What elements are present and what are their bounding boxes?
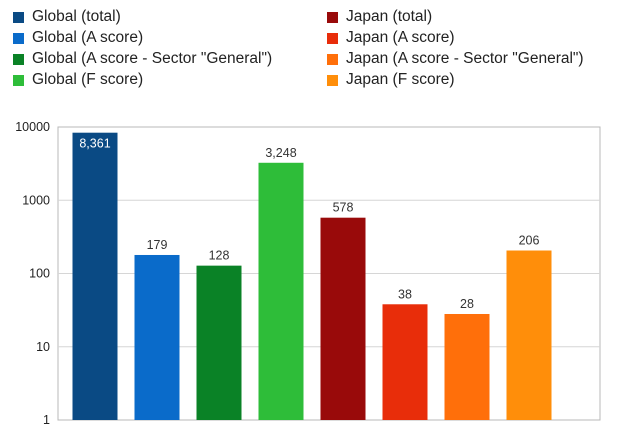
legend-item-global-a-score-general: Global (A score - Sector "General") <box>13 49 272 69</box>
y-tick-label: 10000 <box>15 120 50 134</box>
legend-item-global-total: Global (total) <box>13 7 121 27</box>
data-label: 3,248 <box>265 146 296 160</box>
legend-swatch <box>327 53 338 65</box>
bar <box>134 254 180 420</box>
legend-swatch <box>13 32 24 44</box>
bar <box>506 250 552 420</box>
legend-swatch <box>327 32 338 44</box>
y-tick-label: 100 <box>29 267 50 281</box>
y-tick-label: 1 <box>43 413 50 427</box>
legend-label: Japan (A score - Sector "General") <box>346 50 584 67</box>
data-label: 8,361 <box>79 137 110 151</box>
legend-item-japan-total: Japan (total) <box>327 7 432 27</box>
data-label: 28 <box>460 297 474 311</box>
legend-swatch <box>13 74 24 86</box>
legend-item-japan-a-score: Japan (A score) <box>327 28 455 48</box>
legend-label: Global (total) <box>32 8 121 25</box>
legend-label: Japan (A score) <box>346 29 455 46</box>
y-tick-label: 10 <box>36 340 50 354</box>
legend-label: Global (A score - Sector "General") <box>32 50 273 67</box>
legend-swatch <box>327 74 338 86</box>
bar <box>320 217 366 420</box>
data-label: 206 <box>519 234 540 248</box>
data-label: 578 <box>333 201 354 215</box>
legend-swatch <box>327 11 338 23</box>
data-label: 128 <box>209 249 230 263</box>
legend-label: Japan (total) <box>346 8 433 25</box>
bar <box>258 162 304 421</box>
legend-item-japan-f-score: Japan (F score) <box>327 70 455 90</box>
y-tick-label: 1000 <box>22 193 50 207</box>
bar <box>444 313 490 420</box>
legend-label: Japan (F score) <box>346 71 455 88</box>
data-label: 38 <box>398 287 412 301</box>
bar <box>382 304 428 420</box>
legend-item-global-f-score: Global (F score) <box>13 70 143 90</box>
legend-swatch <box>13 11 24 23</box>
legend-label: Global (A score) <box>32 29 144 46</box>
bar <box>72 132 118 420</box>
data-label: 179 <box>147 238 168 252</box>
legend-item-global-a-score: Global (A score) <box>13 28 143 48</box>
legend-label: Global (F score) <box>32 71 144 88</box>
bar <box>196 265 242 420</box>
chart-legend: Global (total) Global (A score) Global (… <box>0 0 617 96</box>
legend-swatch <box>13 53 24 65</box>
legend-item-japan-a-score-general: Japan (A score - Sector "General") <box>327 49 584 69</box>
